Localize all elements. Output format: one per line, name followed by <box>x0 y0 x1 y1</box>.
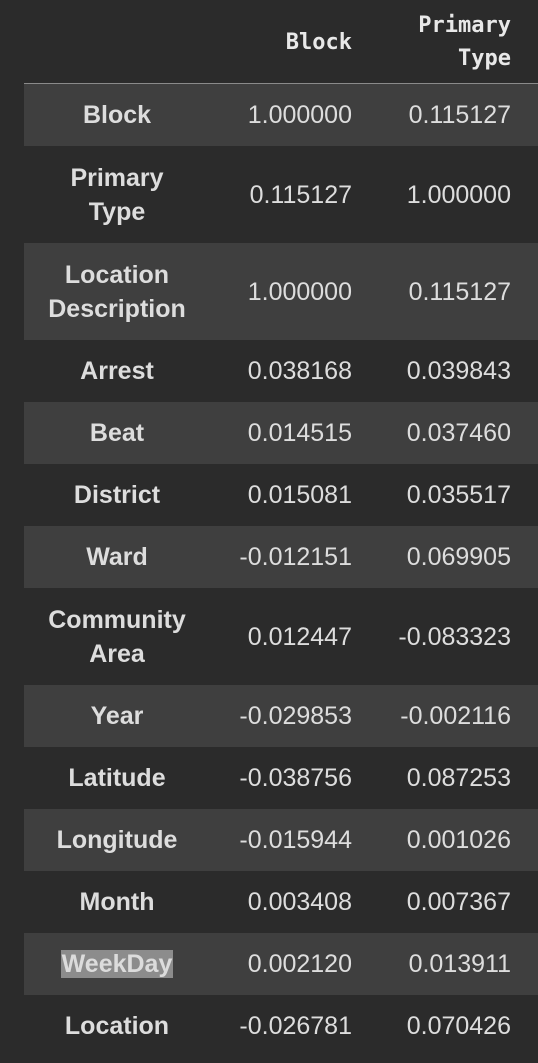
cell-block: 0.003408 <box>247 888 352 916</box>
row-label: Latitude <box>68 764 166 792</box>
cell-primary-type: -0.002116 <box>400 702 511 730</box>
row-label: Month <box>79 888 155 916</box>
table-row: Block 1.000000 0.115127 <box>24 84 538 146</box>
correlation-table: Block Primary Type Block 1.000000 0.1151… <box>24 0 538 1057</box>
table-header: Block Primary Type <box>24 0 538 84</box>
cell-primary-type: 0.013911 <box>408 950 511 978</box>
row-label: Longitude <box>56 826 178 854</box>
column-header-primary-type: Primary Type <box>418 13 511 71</box>
cell-block: -0.012151 <box>239 543 352 571</box>
cell-block: 0.038168 <box>247 357 352 385</box>
row-label: Location <box>64 1012 170 1040</box>
row-label: District <box>73 481 161 509</box>
cell-block: 0.002120 <box>247 950 352 978</box>
row-label: WeekDay <box>24 947 210 981</box>
table-row: Ward -0.012151 0.069905 <box>24 526 538 588</box>
cell-block: -0.038756 <box>239 764 352 792</box>
cell-primary-type: 0.115127 <box>408 277 511 306</box>
cell-primary-type: -0.083323 <box>398 622 511 651</box>
table-row: Year -0.029853 -0.002116 <box>24 685 538 747</box>
cell-block: 1.000000 <box>247 277 352 306</box>
cell-primary-type: 0.039843 <box>406 357 511 385</box>
table-row: Beat 0.014515 0.037460 <box>24 402 538 464</box>
cell-block: -0.026781 <box>239 1012 352 1040</box>
cell-block: 0.015081 <box>247 481 352 509</box>
cell-primary-type: 1.000000 <box>406 180 511 209</box>
row-label: Primary Type <box>70 163 164 226</box>
cell-block: 1.000000 <box>247 101 352 129</box>
table-row: Community Area 0.012447 -0.083323 <box>24 588 538 685</box>
cell-block: 0.115127 <box>249 180 352 209</box>
table-row: District 0.015081 0.035517 <box>24 464 538 526</box>
row-label: Beat <box>89 419 145 447</box>
row-label: Ward <box>86 543 148 571</box>
row-label: Arrest <box>80 357 154 385</box>
table-row: Location Description 1.000000 0.115127 <box>24 243 538 340</box>
selected-text-highlight[interactable]: WeekDay <box>60 950 174 978</box>
row-label: Block <box>82 101 152 129</box>
row-label: Location Description <box>48 260 186 323</box>
table-row: Latitude -0.038756 0.087253 <box>24 747 538 809</box>
table-row: WeekDay 0.002120 0.013911 <box>24 933 538 995</box>
table-row: Month 0.003408 0.007367 <box>24 871 538 933</box>
cell-block: -0.015944 <box>239 826 352 854</box>
cell-primary-type: 0.001026 <box>406 826 511 854</box>
table-row: Location -0.026781 0.070426 <box>24 995 538 1057</box>
cell-primary-type: 0.037460 <box>406 419 511 447</box>
cell-block: -0.029853 <box>239 702 352 730</box>
row-label: Community Area <box>48 605 186 668</box>
cell-primary-type: 0.115127 <box>408 101 511 129</box>
row-label: Year <box>90 702 144 730</box>
table-row: Longitude -0.015944 0.001026 <box>24 809 538 871</box>
column-header-block: Block <box>285 29 352 55</box>
cell-block: 0.014515 <box>247 419 352 447</box>
cell-primary-type: 0.070426 <box>406 1012 511 1040</box>
cell-primary-type: 0.087253 <box>406 764 511 792</box>
cell-primary-type: 0.007367 <box>406 888 511 916</box>
table-row: Arrest 0.038168 0.039843 <box>24 340 538 402</box>
table-row: Primary Type 0.115127 1.000000 <box>24 146 538 243</box>
cell-block: 0.012447 <box>247 622 352 651</box>
cell-primary-type: 0.035517 <box>406 481 511 509</box>
cell-primary-type: 0.069905 <box>406 543 511 571</box>
